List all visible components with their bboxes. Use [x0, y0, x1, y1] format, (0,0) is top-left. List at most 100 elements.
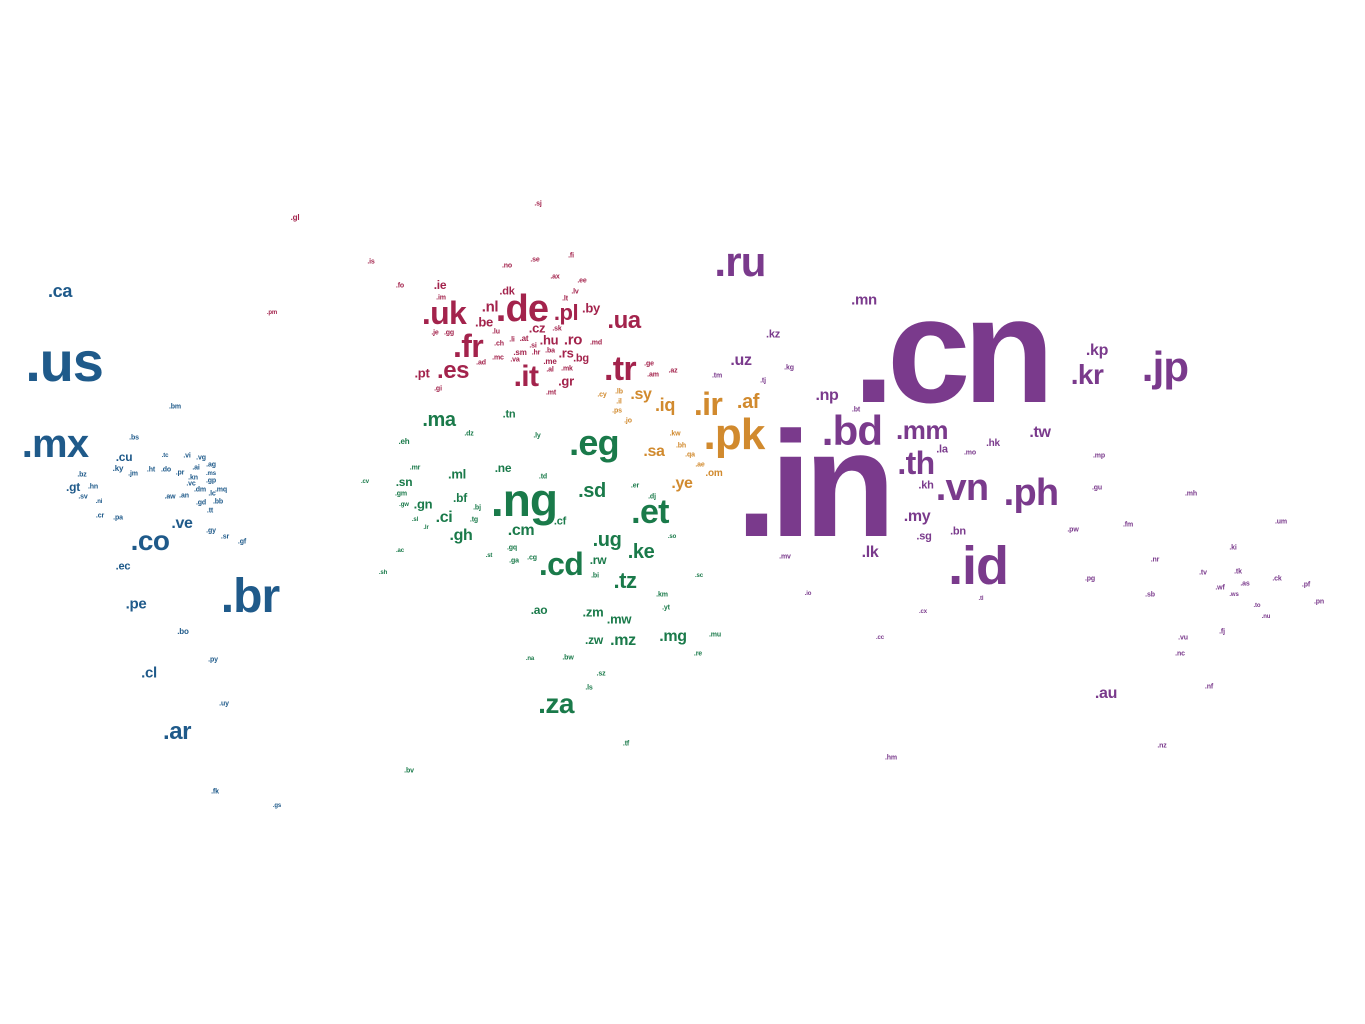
tld-word-kh: .kh [918, 479, 934, 492]
tld-word-gn: .gn [413, 496, 433, 512]
tld-word-gm: .gm [394, 490, 408, 498]
tld-word-cu: .cu [115, 450, 133, 464]
tld-word-ni: .ni [95, 499, 103, 505]
tld-word-pe: .pe [125, 595, 147, 613]
tld-word-iq: .iq [655, 395, 675, 415]
tld-word-si: .si [529, 342, 537, 350]
tld-word-mq: .mq [214, 486, 228, 494]
tld-word-am: .am [647, 371, 659, 379]
tld-word-ly: .ly [533, 432, 541, 440]
tld-word-lk: .lk [861, 544, 879, 561]
tld-word-km: .km [656, 591, 668, 599]
tld-word-jp: .jp [1141, 343, 1189, 390]
tld-word-sr: .sr [220, 533, 230, 541]
tld-word-bz: .bz [77, 471, 87, 479]
tld-word-va: .va [510, 356, 520, 364]
tld-word-sb: .sb [1145, 591, 1155, 599]
tld-word-kp: .kp [1085, 342, 1109, 359]
tld-word-je: .je [431, 329, 439, 337]
tld-word-li: .li [509, 336, 515, 344]
tld-word-it: .it [513, 360, 539, 393]
tld-word-nl: .nl [481, 298, 499, 316]
tld-word-sg: .sg [916, 530, 932, 543]
tld-word-bj: .bj [473, 504, 481, 512]
tld-word-gq: .gq [506, 544, 518, 552]
tld-word-no: .no [501, 262, 513, 270]
tld-word-cd: .cd [538, 546, 584, 582]
tld-word-sa: .sa [643, 443, 665, 460]
tld-word-dz: .dz [464, 430, 474, 438]
tld-word-mn: .mn [851, 291, 877, 309]
tld-word-es: .es [437, 357, 469, 384]
tld-word-ci: .ci [435, 509, 453, 526]
tld-word-to: .to [1253, 603, 1261, 609]
tld-word-bn: .bn [950, 525, 966, 538]
tld-word-sd: .sd [578, 480, 606, 502]
tld-word-ca: .ca [48, 281, 72, 301]
tld-word-uy: .uy [219, 700, 229, 708]
tld-word-uk: .uk [421, 295, 467, 331]
tld-word-pg: .pg [1084, 575, 1096, 583]
tld-word-ir: .ir [693, 386, 723, 422]
tld-word-ug: .ug [592, 529, 622, 551]
tld-word-tn: .tn [502, 408, 516, 421]
tld-word-bv: .bv [404, 767, 414, 775]
tld-word-at: .at [519, 334, 529, 343]
tld-word-th: .th [897, 445, 935, 481]
tld-word-ac: .ac [396, 548, 404, 554]
tld-word-rs: .rs [558, 345, 574, 361]
tld-word-fm: .fm [1122, 521, 1134, 529]
tld-word-np: .np [815, 387, 839, 404]
tld-word-gf: .gf [237, 538, 247, 546]
tld-word-bi: .bi [591, 572, 599, 580]
tld-word-bf: .bf [453, 491, 467, 505]
tld-word-cr: .cr [95, 512, 105, 520]
tld-word-om: .om [705, 468, 723, 479]
tld-word-pt: .pt [414, 365, 430, 381]
tld-word-gp: .gp [205, 477, 217, 485]
tld-word-fi: .fi [568, 252, 574, 260]
tld-word-gh: .gh [449, 527, 473, 544]
tld-word-vc: .vc [186, 480, 196, 488]
tld-word-py: .py [208, 656, 218, 664]
tld-word-lt: .lt [562, 295, 568, 303]
tld-word-is: .is [367, 258, 375, 266]
tld-word-ml: .ml [447, 466, 467, 482]
tld-word-mr: .mr [409, 464, 421, 472]
tld-word-bm: .bm [168, 403, 182, 411]
tld-word-eg: .eg [569, 422, 620, 463]
tld-word-ng: .ng [490, 474, 558, 526]
tld-word-de: .de [495, 288, 549, 330]
tld-word-ms: .ms [206, 471, 216, 477]
tld-word-cy: .cy [597, 391, 607, 399]
tld-word-pa: .pa [113, 514, 123, 522]
tld-word-zw: .zw [585, 633, 603, 647]
tld-word-sl: .sl [411, 517, 419, 523]
tld-word-ru: .ru [714, 238, 766, 285]
tld-word-na: .na [525, 656, 535, 662]
tld-word-nf: .nf [1204, 683, 1214, 691]
tld-word-sv: .sv [78, 493, 88, 501]
tld-word-cg: .cg [527, 554, 537, 562]
tld-word-hr: .hr [531, 349, 541, 357]
tld-word-ie: .ie [433, 278, 447, 292]
tld-word-bw: .bw [562, 654, 574, 662]
tld-word-mg: .mg [659, 628, 687, 645]
tld-word-la: .la [936, 443, 948, 456]
tld-word-um: .um [1274, 518, 1288, 526]
tld-word-us: .us [25, 330, 104, 393]
tld-word-mp: .mp [1092, 452, 1106, 460]
tld-word-kw: .kw [669, 430, 681, 438]
tld-word-nr: .nr [1150, 556, 1160, 564]
tld-word-tz: .tz [613, 568, 637, 593]
tld-word-cv: .cv [361, 479, 369, 485]
tld-word-gs: .gs [272, 803, 282, 809]
tld-word-tj: .tj [760, 377, 766, 385]
tld-word-ws: .ws [1229, 592, 1239, 598]
tld-word-ne: .ne [494, 461, 512, 475]
tld-word-eh: .eh [398, 437, 410, 446]
tld-word-mk: .mk [561, 365, 573, 373]
tld-word-uz: .uz [730, 352, 752, 369]
tld-word-do: .do [160, 466, 172, 474]
